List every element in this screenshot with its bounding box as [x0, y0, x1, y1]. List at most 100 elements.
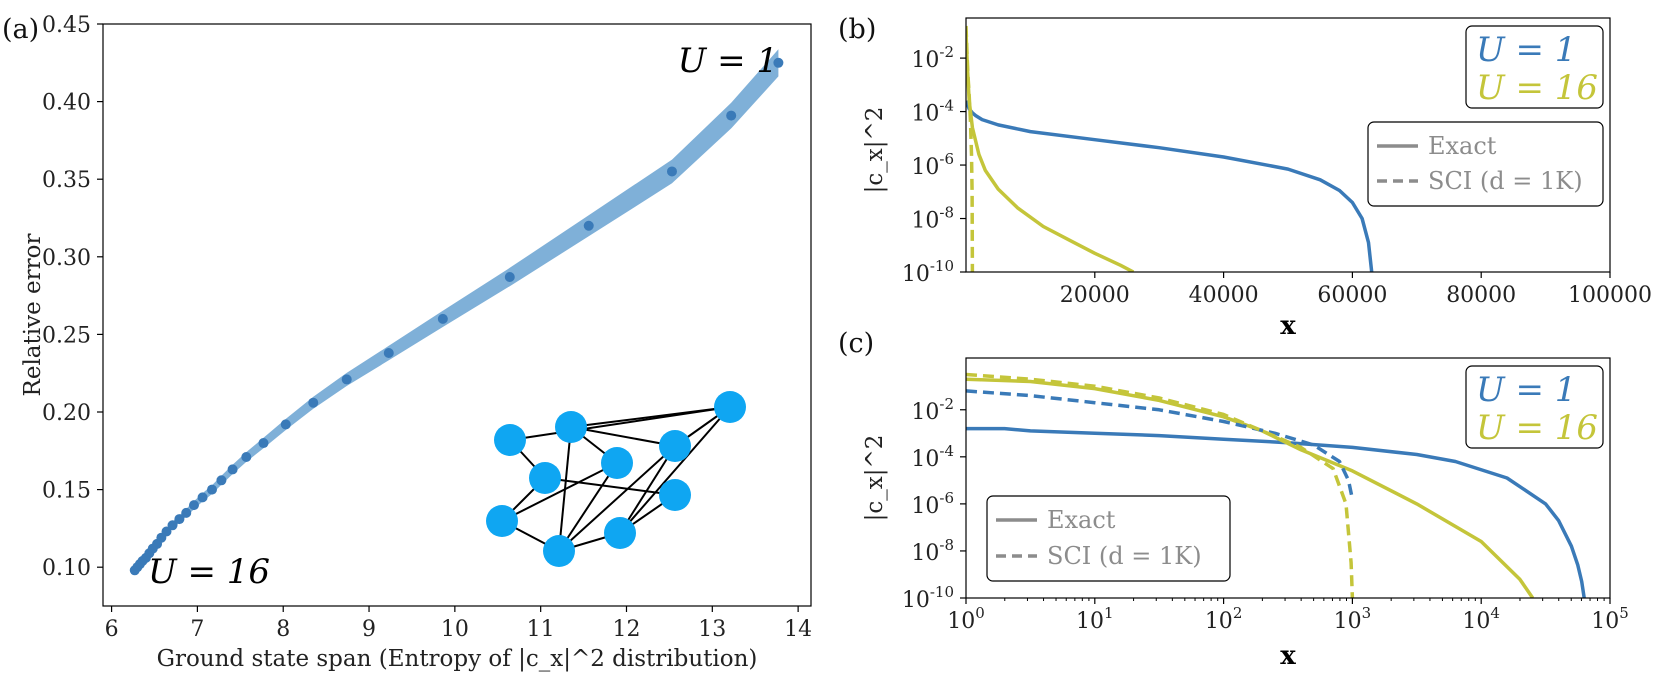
lines-c: [966, 372, 1586, 598]
scatter-point: [726, 110, 737, 121]
x-tick-label: 104: [1462, 604, 1500, 634]
x-tick-label: 102: [1205, 604, 1243, 634]
scatter-point: [216, 475, 227, 486]
x-tick-label: 40000: [1189, 283, 1259, 308]
graph-nodes: [486, 391, 746, 567]
axes-frame-b: [965, 17, 1611, 273]
x-tick-label: 100: [947, 604, 985, 634]
panel-a-label: (a): [2, 14, 39, 45]
scatter-point: [383, 348, 394, 359]
series-line: [966, 389, 1355, 500]
x-tick-label: 14: [784, 617, 812, 642]
y-ticks-b: 10-2 10-4 10-6 10-8 10-10: [902, 43, 966, 287]
x-tick-label: 10: [441, 617, 469, 642]
error-band: [134, 49, 779, 574]
graph-node: [604, 517, 636, 549]
y-axis-label-b: |c_x|^2: [862, 107, 888, 194]
legend-exact-c: Exact: [1047, 506, 1116, 534]
graph-node: [543, 535, 575, 567]
legend-sci-c: SCI (d = 1K): [1047, 542, 1202, 570]
scatter-point: [181, 507, 192, 518]
y-axis-label-c: |c_x|^2: [862, 435, 888, 522]
y-tick-label: 10-2: [911, 395, 954, 425]
y-tick-label: 10-4: [911, 97, 954, 127]
x-tick-label: 60000: [1317, 283, 1387, 308]
scatter-point: [437, 313, 448, 324]
x-ticks-a: 6 7 8 9 10 11 12 13 14: [105, 606, 812, 642]
y-tick-label: 0.45: [42, 13, 91, 38]
scatter-point: [504, 271, 515, 282]
y-tick-label: 10-2: [911, 43, 954, 73]
scatter-point: [197, 492, 208, 503]
graph-node: [555, 411, 587, 443]
y-tick-label: 0.25: [42, 323, 91, 348]
series-line: [966, 25, 975, 272]
y-tick-label: 10-6: [911, 150, 954, 180]
graph-node: [714, 391, 746, 423]
lines-b: [966, 25, 1374, 272]
series-line: [966, 100, 1374, 272]
x-tick-label: 11: [527, 617, 555, 642]
legend-exact-b: Exact: [1428, 132, 1497, 160]
annotation-u16: U = 16: [148, 552, 270, 592]
axes-frame-c: [965, 357, 1611, 599]
y-tick-label: 10-8: [911, 204, 954, 234]
scatter-point: [174, 514, 185, 525]
y-tick-label: 0.10: [42, 556, 91, 581]
x-tick-label: 100000: [1568, 283, 1652, 308]
panel-c-label: (c): [838, 328, 874, 359]
y-tick-label: 0.35: [42, 168, 91, 193]
y-tick-label: 10-10: [902, 583, 954, 613]
x-ticks-b: 20000 40000 60000 80000 100000: [1060, 272, 1652, 308]
x-tick-label: 6: [105, 617, 119, 642]
graph-node: [659, 430, 691, 462]
x-axis-label-a: Ground state span (Entropy of |c_x|^2 di…: [157, 646, 758, 672]
graph-node: [659, 479, 691, 511]
scatter-point: [280, 419, 291, 430]
y-tick-label: 0.20: [42, 401, 91, 426]
x-tick-label: 80000: [1446, 283, 1516, 308]
legend-u16-c: U = 16: [1476, 408, 1598, 448]
y-ticks-c: 10-2 10-4 10-6 10-8 10-10: [902, 395, 966, 613]
scatter-point: [258, 438, 269, 449]
y-tick-label: 10-4: [911, 442, 954, 472]
scatter-point: [666, 166, 677, 177]
scatter-point: [773, 57, 784, 68]
y-tick-label: 0.40: [42, 91, 91, 116]
panel-b-label: (b): [838, 14, 876, 45]
panel-c: (c) 100 101 102 103 104 105 10-210-410-610-81…: [838, 328, 1629, 671]
legend-u-c: U = 1 U = 16: [1465, 365, 1604, 449]
y-tick-label: 0.30: [42, 246, 91, 271]
error-band-area: [134, 49, 779, 574]
graph-node: [529, 462, 561, 494]
graph-node: [486, 505, 518, 537]
y-tick-label: 10-6: [911, 489, 954, 519]
scatter-point: [188, 500, 199, 511]
x-tick-label: 7: [190, 617, 204, 642]
y-axis-label-a: Relative error: [20, 234, 46, 397]
x-tick-label: 13: [698, 617, 726, 642]
x-tick-label: 105: [1591, 604, 1629, 634]
x-axis-label-b: x: [1280, 311, 1296, 341]
legend-style-b: Exact SCI (d = 1K): [1367, 121, 1604, 207]
x-tick-label: 103: [1334, 604, 1372, 634]
scatter-point: [341, 374, 352, 385]
legend-u16-b: U = 16: [1476, 68, 1598, 108]
scatter-point: [241, 452, 252, 463]
x-tick-label: 8: [276, 617, 290, 642]
panel-b: (b) 20000 40000 60000 80000 100000 10-210-41…: [838, 14, 1652, 341]
x-ticks-c: 100 101 102 103 104 105: [947, 598, 1629, 634]
y-ticks-a: 0.10 0.15 0.20 0.25 0.30 0.35 0.40 0.45: [42, 13, 103, 581]
y-tick-label: 10-10: [902, 257, 954, 287]
legend-sci-b: SCI (d = 1K): [1428, 167, 1583, 195]
series-line: [966, 31, 1135, 272]
scatter-point: [227, 464, 238, 475]
legend-u1-c: U = 1: [1476, 370, 1576, 410]
axes-frame-a: [102, 23, 812, 607]
graph-node: [601, 447, 633, 479]
graph-node: [494, 424, 526, 456]
panel-a: (a): [2, 13, 812, 672]
scatter-points: [129, 57, 784, 576]
y-tick-label: 10-8: [911, 536, 954, 566]
